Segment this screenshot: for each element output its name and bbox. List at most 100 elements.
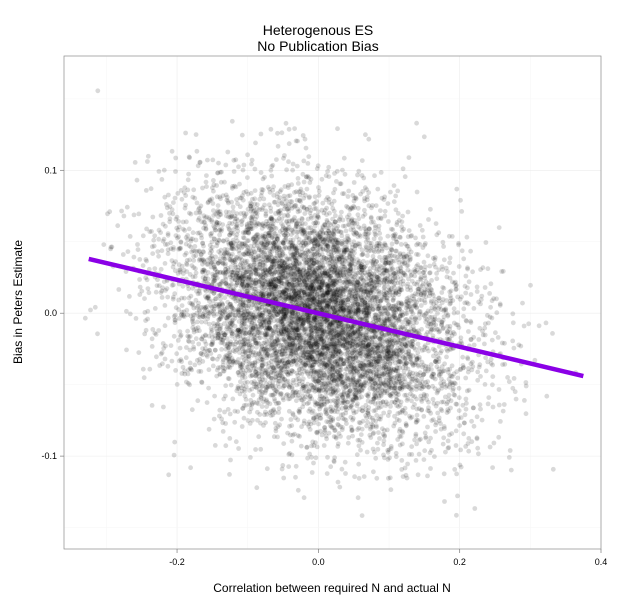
scatter-point: [388, 262, 394, 268]
scatter-point: [358, 266, 363, 272]
scatter-point: [487, 444, 493, 450]
scatter-point: [353, 229, 358, 235]
scatter-point: [262, 251, 268, 257]
scatter-point: [461, 420, 467, 426]
scatter-point: [315, 341, 321, 346]
scatter-point: [195, 398, 201, 404]
scatter-point: [395, 411, 401, 416]
scatter-point: [156, 253, 162, 259]
scatter-point: [124, 204, 130, 210]
scatter-point: [463, 396, 469, 402]
scatter-point: [276, 305, 282, 311]
scatter-point: [402, 254, 407, 260]
scatter-point: [282, 153, 287, 158]
scatter-point: [318, 359, 323, 365]
scatter-point: [168, 343, 174, 348]
scatter-point: [294, 322, 299, 328]
scatter-point: [298, 302, 304, 307]
scatter-point: [319, 322, 325, 327]
scatter-point: [392, 360, 398, 366]
scatter-point: [251, 325, 256, 331]
scatter-point: [255, 358, 261, 364]
scatter-point: [345, 440, 351, 446]
scatter-point: [321, 255, 327, 260]
scatter-point: [221, 357, 226, 363]
scatter-point: [366, 190, 372, 196]
scatter-point: [421, 259, 427, 265]
scatter-point: [147, 229, 153, 235]
scatter-point: [335, 387, 341, 393]
scatter-point: [316, 232, 322, 238]
scatter-point: [263, 318, 268, 324]
scatter-point: [330, 231, 336, 237]
scatter-point: [211, 416, 217, 422]
scatter-point: [463, 290, 469, 296]
scatter-point: [482, 332, 488, 338]
scatter-point: [478, 267, 483, 272]
scatter-point: [206, 426, 212, 432]
scatter-point: [335, 303, 341, 309]
scatter-point: [334, 273, 340, 279]
scatter-point: [200, 346, 206, 351]
scatter-point: [265, 241, 271, 247]
scatter-point: [243, 402, 249, 408]
scatter-point: [441, 244, 446, 249]
scatter-point: [152, 266, 158, 271]
scatter-point: [389, 241, 395, 247]
scatter-point: [133, 316, 139, 321]
scatter-point: [168, 246, 174, 252]
scatter-point: [528, 282, 533, 288]
scatter-point: [308, 324, 314, 329]
scatter-point: [445, 399, 450, 405]
scatter-point: [175, 191, 181, 196]
scatter-point: [240, 197, 246, 203]
scatter-point: [328, 297, 334, 303]
scatter-point: [354, 379, 360, 385]
scatter-point: [482, 285, 488, 290]
scatter-point: [479, 417, 485, 423]
scatter-point: [356, 443, 362, 449]
scatter-point: [213, 219, 219, 225]
scatter-point: [365, 237, 371, 243]
scatter-point: [416, 451, 422, 457]
scatter-point: [214, 220, 220, 226]
scatter-point: [306, 408, 312, 414]
scatter-point: [380, 399, 386, 405]
scatter-point: [354, 283, 359, 288]
scatter-point: [264, 399, 269, 404]
scatter-point: [178, 240, 184, 245]
scatter-point: [360, 371, 366, 377]
scatter-point: [135, 247, 141, 253]
scatter-point: [364, 312, 370, 318]
scatter-point: [376, 276, 382, 282]
scatter-point: [343, 279, 349, 284]
scatter-point: [323, 382, 329, 388]
scatter-point: [413, 371, 419, 377]
scatter-point: [388, 367, 394, 372]
scatter-point: [238, 299, 243, 305]
scatter-point: [299, 293, 305, 299]
scatter-point: [173, 169, 178, 174]
scatter-point: [526, 321, 532, 327]
scatter-point: [330, 337, 335, 343]
scatter-point: [206, 367, 212, 373]
scatter-point: [494, 296, 499, 302]
scatter-point: [388, 260, 393, 266]
scatter-point: [347, 289, 353, 295]
scatter-point: [268, 209, 274, 214]
scatter-point: [349, 216, 355, 222]
scatter-point: [323, 303, 329, 309]
scatter-point: [244, 308, 250, 314]
scatter-point: [331, 344, 337, 350]
scatter-point: [351, 331, 356, 337]
scatter-point: [369, 376, 374, 382]
scatter-point: [275, 328, 281, 333]
scatter-point: [410, 338, 415, 344]
scatter-point: [439, 408, 445, 414]
scatter-point: [236, 446, 242, 451]
scatter-point: [419, 399, 425, 404]
scatter-point: [225, 149, 231, 155]
scatter-point: [364, 315, 369, 320]
scatter-point: [329, 201, 335, 207]
